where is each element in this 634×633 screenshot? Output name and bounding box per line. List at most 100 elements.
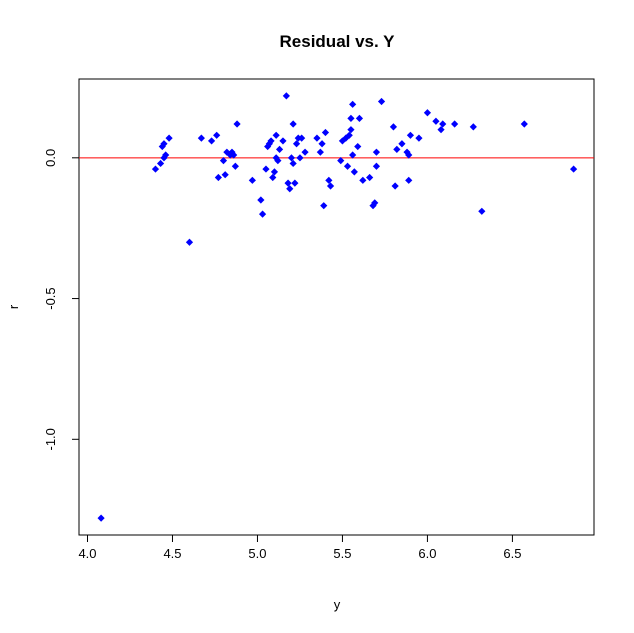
data-point [347,126,355,134]
data-point [230,151,238,159]
data-point [405,151,413,159]
plot-frame [78,78,595,536]
data-point [437,126,445,134]
data-point [165,134,173,142]
data-point [451,120,459,128]
data-point [372,162,381,170]
data-point [405,176,413,184]
data-point [366,173,374,182]
data-point [160,140,168,148]
y-tick-label: 0.0 [43,149,58,167]
data-point [439,120,447,128]
data-point [151,165,160,173]
data-point [274,157,282,165]
data-point [258,210,267,218]
data-point [221,171,229,179]
data-point [350,168,358,176]
data-point [355,114,364,123]
data-point [423,109,432,117]
y-axis-label: r [6,304,21,309]
data-point [214,173,222,182]
data-point [279,137,287,145]
data-point [478,207,486,215]
data-point [289,120,297,128]
data-point [371,199,379,207]
data-point [162,151,170,159]
data-point [345,131,353,139]
data-point [406,131,415,139]
data-point [301,148,309,156]
x-tick-label: 4.5 [163,546,181,561]
data-points [97,92,578,522]
data-point [197,134,205,142]
chart-title: Residual vs. Y [280,32,396,51]
data-point [349,100,357,108]
data-point [207,137,216,145]
data-point [264,142,272,151]
data-point [185,238,194,246]
data-point [270,168,279,176]
data-point [318,140,326,148]
data-point [347,114,355,123]
data-point [269,173,277,182]
x-tick-label: 6.0 [418,546,436,561]
data-point [372,148,381,156]
data-point [342,134,350,142]
data-point [257,196,265,204]
data-point [296,154,304,162]
data-point [267,137,275,145]
data-point [289,159,297,168]
data-point [262,165,270,173]
plot-area [78,78,595,536]
data-point [248,176,256,184]
data-point [287,154,296,162]
x-axis-label: y [334,597,341,612]
data-point [359,176,367,184]
data-point [316,148,324,156]
data-point [343,162,352,170]
data-point [349,151,357,159]
data-point [286,185,294,193]
data-point [354,142,362,151]
data-point [282,92,290,100]
x-tick-label: 6.5 [503,546,521,561]
x-axis: 4.0 4.5 5.0 5.5 6.0 6.5 [78,535,521,561]
data-point [272,131,280,139]
data-point [97,514,105,522]
y-tick-label: -1.0 [43,428,58,450]
data-point [469,123,477,131]
data-point [291,179,299,187]
data-point [391,182,399,190]
data-point [326,182,335,190]
data-point [275,145,284,153]
data-point [320,202,328,210]
data-point [520,120,528,128]
data-point [570,165,578,173]
data-point [231,162,239,170]
data-point [415,134,423,142]
data-point [233,120,241,128]
data-point [284,179,292,187]
data-point [213,131,221,139]
data-point [298,134,306,142]
y-tick-label: -0.5 [43,287,58,309]
data-point [156,159,165,168]
x-tick-label: 4.0 [78,546,96,561]
x-tick-label: 5.5 [333,546,351,561]
data-point [393,145,401,153]
data-point [432,117,440,125]
data-point [389,123,398,131]
y-axis: 0.0 -0.5 -1.0 [43,149,79,450]
x-tick-label: 5.0 [248,546,266,561]
data-point [377,97,386,106]
data-point [292,140,301,148]
data-point [272,154,280,162]
data-point [219,157,228,165]
data-point [325,176,333,184]
data-point [337,157,345,165]
data-point [313,134,321,142]
data-point [321,128,330,137]
data-point [398,140,406,148]
